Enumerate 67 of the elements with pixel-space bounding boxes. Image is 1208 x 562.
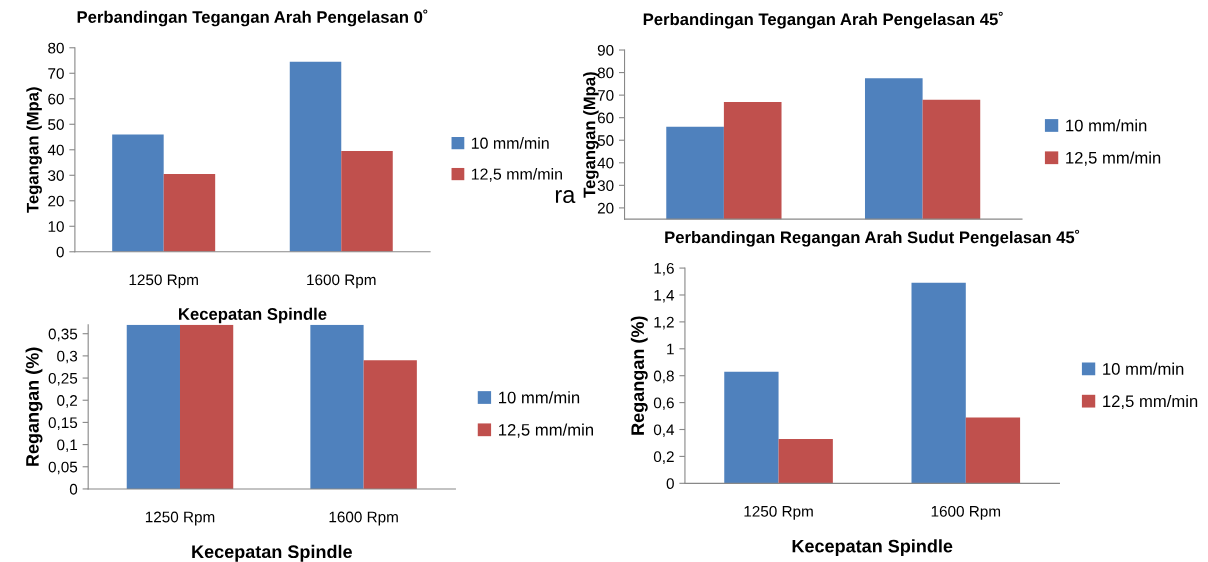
y-tick-label: 0,6 [653, 397, 674, 411]
y-tick-label: 70 [597, 90, 614, 101]
legend-label: 12,5 mm/min [1066, 151, 1161, 166]
y-tick-label: 50 [48, 119, 64, 130]
legend-label: 12,5 mm/min [1103, 394, 1198, 410]
bar [778, 438, 833, 484]
y-tick-label: 60 [48, 93, 64, 105]
y-tick-label: 20 [597, 202, 614, 214]
bar [112, 134, 164, 252]
legend-label: 10 mm/min [1103, 362, 1184, 375]
bar [965, 417, 1021, 484]
bar [341, 151, 393, 252]
x-tick-label: 1600 Rpm [307, 274, 376, 289]
chart-title: Perbandingan Tegangan Arah Pengelasan 45˚ [643, 11, 1003, 29]
y-tick-label: 0,35 [48, 328, 78, 342]
x-tick-label: 1250 Rpm [744, 505, 813, 520]
bar [911, 282, 966, 484]
y-tick-label: 30 [48, 170, 64, 181]
y-tick-label: 50 [597, 135, 614, 146]
text: ra [555, 190, 576, 204]
legend-label: 10 mm/min [471, 137, 549, 149]
y-tick-label: 0 [56, 246, 64, 258]
x-tick-label: 1600 Rpm [931, 505, 1001, 520]
y-tick-label: 40 [597, 157, 614, 169]
y-tick-label: 70 [48, 68, 64, 79]
y-tick-label: 1 [667, 343, 674, 355]
legend-label: 12,5 mm/min [471, 168, 562, 182]
x-axis-title: Kecepatan Spindle [179, 307, 327, 324]
legend-label: 10 mm/min [499, 391, 580, 404]
legend-label: 12,5 mm/min [499, 423, 593, 438]
y-tick-label: 0,2 [653, 451, 674, 464]
y-tick-label: 80 [597, 67, 614, 79]
x-tick-label: 1250 Rpm [129, 274, 198, 289]
y-tick-label: 0,3 [57, 350, 78, 364]
legend-label: 10 mm/min [1066, 119, 1147, 132]
y-axis-title: Tegangan (Mpa) [583, 72, 599, 198]
x-axis-title: Kecepatan Spindle [192, 544, 352, 562]
y-tick-label: 1,6 [654, 262, 674, 276]
y-tick-label: 0,25 [48, 372, 78, 386]
y-tick-label: 0,15 [48, 417, 78, 430]
y-tick-label: 80 [48, 42, 64, 54]
y-tick-label: 0,2 [57, 395, 77, 408]
x-tick-label: 1600 Rpm [329, 511, 398, 526]
y-tick-label: 90 [597, 44, 614, 56]
y-tick-label: 10 [48, 221, 64, 232]
y-tick-label: 20 [48, 195, 64, 207]
y-axis-title: Regangan (%) [25, 347, 43, 466]
y-tick-label: 0,1 [57, 439, 78, 453]
y-axis-title: Tegangan (Mpa) [26, 87, 42, 213]
chart-title: Perbandingan Regangan Arah Sudut Pengelasan 45˚ [665, 229, 1080, 247]
y-tick-label: 40 [47, 144, 64, 156]
y-tick-label: 1,2 [654, 316, 674, 330]
x-tick-label: 1250 Rpm [145, 511, 215, 526]
bar [163, 174, 216, 252]
bar [289, 61, 342, 252]
x-axis-title: Kecepatan Spindle [792, 539, 953, 557]
y-tick-label: 60 [597, 112, 614, 124]
y-tick-label: 0 [666, 478, 674, 490]
y-tick-label: 0,05 [48, 461, 78, 475]
chart-title: Perbandingan Tegangan Arah Pengelasan 0˚ [77, 9, 428, 27]
y-tick-label: 1,4 [654, 290, 675, 303]
y-tick-label: 0,8 [653, 370, 674, 384]
y-tick-label: 0,4 [653, 424, 675, 437]
y-axis-title: Regangan (%) [630, 316, 648, 435]
y-tick-label: 0 [69, 483, 78, 495]
bar [724, 371, 779, 484]
y-tick-label: 30 [597, 180, 614, 192]
